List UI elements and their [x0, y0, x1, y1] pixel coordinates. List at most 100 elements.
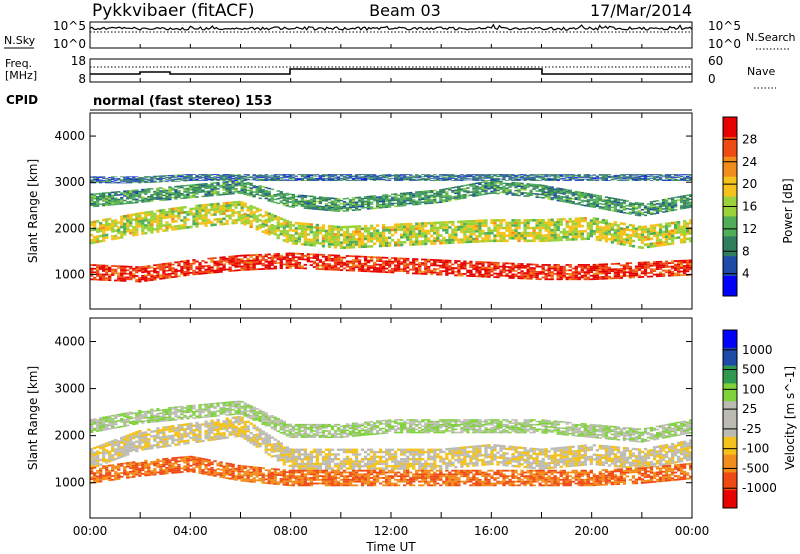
power-cell: [418, 176, 422, 178]
power-cell: [93, 196, 97, 198]
power-cell: [252, 264, 256, 267]
power-cell: [333, 200, 338, 203]
power-cell: [523, 266, 527, 269]
power-cell: [219, 174, 223, 176]
power-cell: [243, 177, 247, 178]
power-cell: [141, 229, 145, 233]
power-cell: [565, 223, 569, 226]
power-cell: [574, 227, 578, 231]
power-cell: [273, 232, 277, 236]
power-cell: [387, 195, 392, 197]
power-cell: [342, 230, 347, 234]
power-cell: [240, 269, 244, 271]
nsearch-tick-bottom: 10^0: [708, 37, 741, 51]
power-cell: [309, 223, 314, 226]
power-cell: [207, 179, 211, 181]
power-cell: [384, 198, 389, 201]
power-cell: [270, 200, 274, 203]
power-cell: [610, 241, 615, 244]
power-cell: [96, 197, 100, 200]
power-cell: [607, 222, 612, 226]
power-cell: [141, 177, 145, 178]
power-cell: [102, 195, 106, 198]
power-cell: [679, 225, 684, 229]
power-cell: [186, 174, 190, 176]
power-cell: [114, 219, 118, 222]
power-cell: [589, 195, 593, 197]
power-cell: [628, 241, 633, 245]
power-cell: [120, 233, 124, 237]
power-cell: [502, 191, 506, 194]
power-cell: [204, 268, 208, 271]
power-cell: [291, 193, 295, 196]
power-cell: [261, 186, 265, 188]
power-cell: [673, 229, 678, 232]
power-cell: [628, 244, 633, 247]
power-cell: [550, 186, 554, 188]
power-cell: [454, 197, 458, 199]
power-cell: [424, 199, 428, 202]
power-cell: [598, 233, 602, 237]
power-cell: [120, 274, 124, 277]
power-cell: [526, 184, 530, 187]
power-cell: [472, 230, 476, 233]
power-cell: [216, 267, 220, 270]
power-cell: [348, 177, 353, 179]
power-cell: [463, 197, 467, 199]
power-cell: [366, 174, 371, 176]
power-cell: [496, 186, 500, 189]
power-cell: [598, 198, 602, 200]
power-cell: [508, 186, 512, 188]
power-cell: [583, 195, 587, 198]
power-cell: [201, 260, 205, 262]
power-cell: [363, 203, 368, 206]
power-cell: [619, 227, 624, 230]
power-cell: [324, 179, 329, 181]
power-cell: [138, 192, 142, 194]
power-cell: [652, 264, 657, 267]
power-cell: [345, 230, 350, 234]
power-cell: [312, 236, 317, 239]
power-cell: [448, 241, 452, 245]
power-cell: [682, 232, 687, 236]
power-cell: [375, 175, 380, 177]
power-cell: [613, 270, 618, 272]
power-cell: [183, 194, 187, 196]
power-cell: [231, 185, 235, 187]
power-cell: [201, 189, 205, 192]
power-cell: [424, 202, 428, 205]
power-cell: [216, 179, 220, 181]
power-cell: [354, 207, 359, 210]
power-cell: [150, 181, 154, 183]
power-cell: [357, 174, 362, 175]
power-cell: [111, 194, 115, 197]
power-cell: [475, 261, 479, 263]
power-cell: [604, 204, 609, 206]
power-cell: [93, 177, 97, 178]
power-cell: [646, 212, 651, 215]
power-cell: [541, 276, 545, 279]
power-cell: [517, 234, 521, 237]
power-cell: [424, 260, 428, 263]
power-cell: [225, 178, 229, 180]
power-cell: [439, 226, 443, 230]
power-cell: [523, 239, 527, 243]
power-cell: [469, 220, 473, 223]
power-cell: [198, 269, 202, 272]
power-cell: [96, 278, 100, 281]
power-cell: [291, 180, 295, 182]
power-cell: [547, 198, 551, 200]
power-cell: [475, 185, 479, 188]
power-cell: [273, 262, 277, 264]
power-cell: [288, 180, 292, 182]
power-cell: [562, 269, 566, 272]
power-cell: [369, 203, 374, 205]
power-cell: [165, 192, 169, 195]
power-cell: [255, 210, 259, 213]
power-cell: [514, 275, 518, 278]
power-cell: [291, 263, 295, 266]
power-cell: [135, 220, 139, 224]
power-cell: [607, 203, 612, 205]
power-cell: [577, 273, 581, 275]
power-cell: [141, 269, 145, 272]
